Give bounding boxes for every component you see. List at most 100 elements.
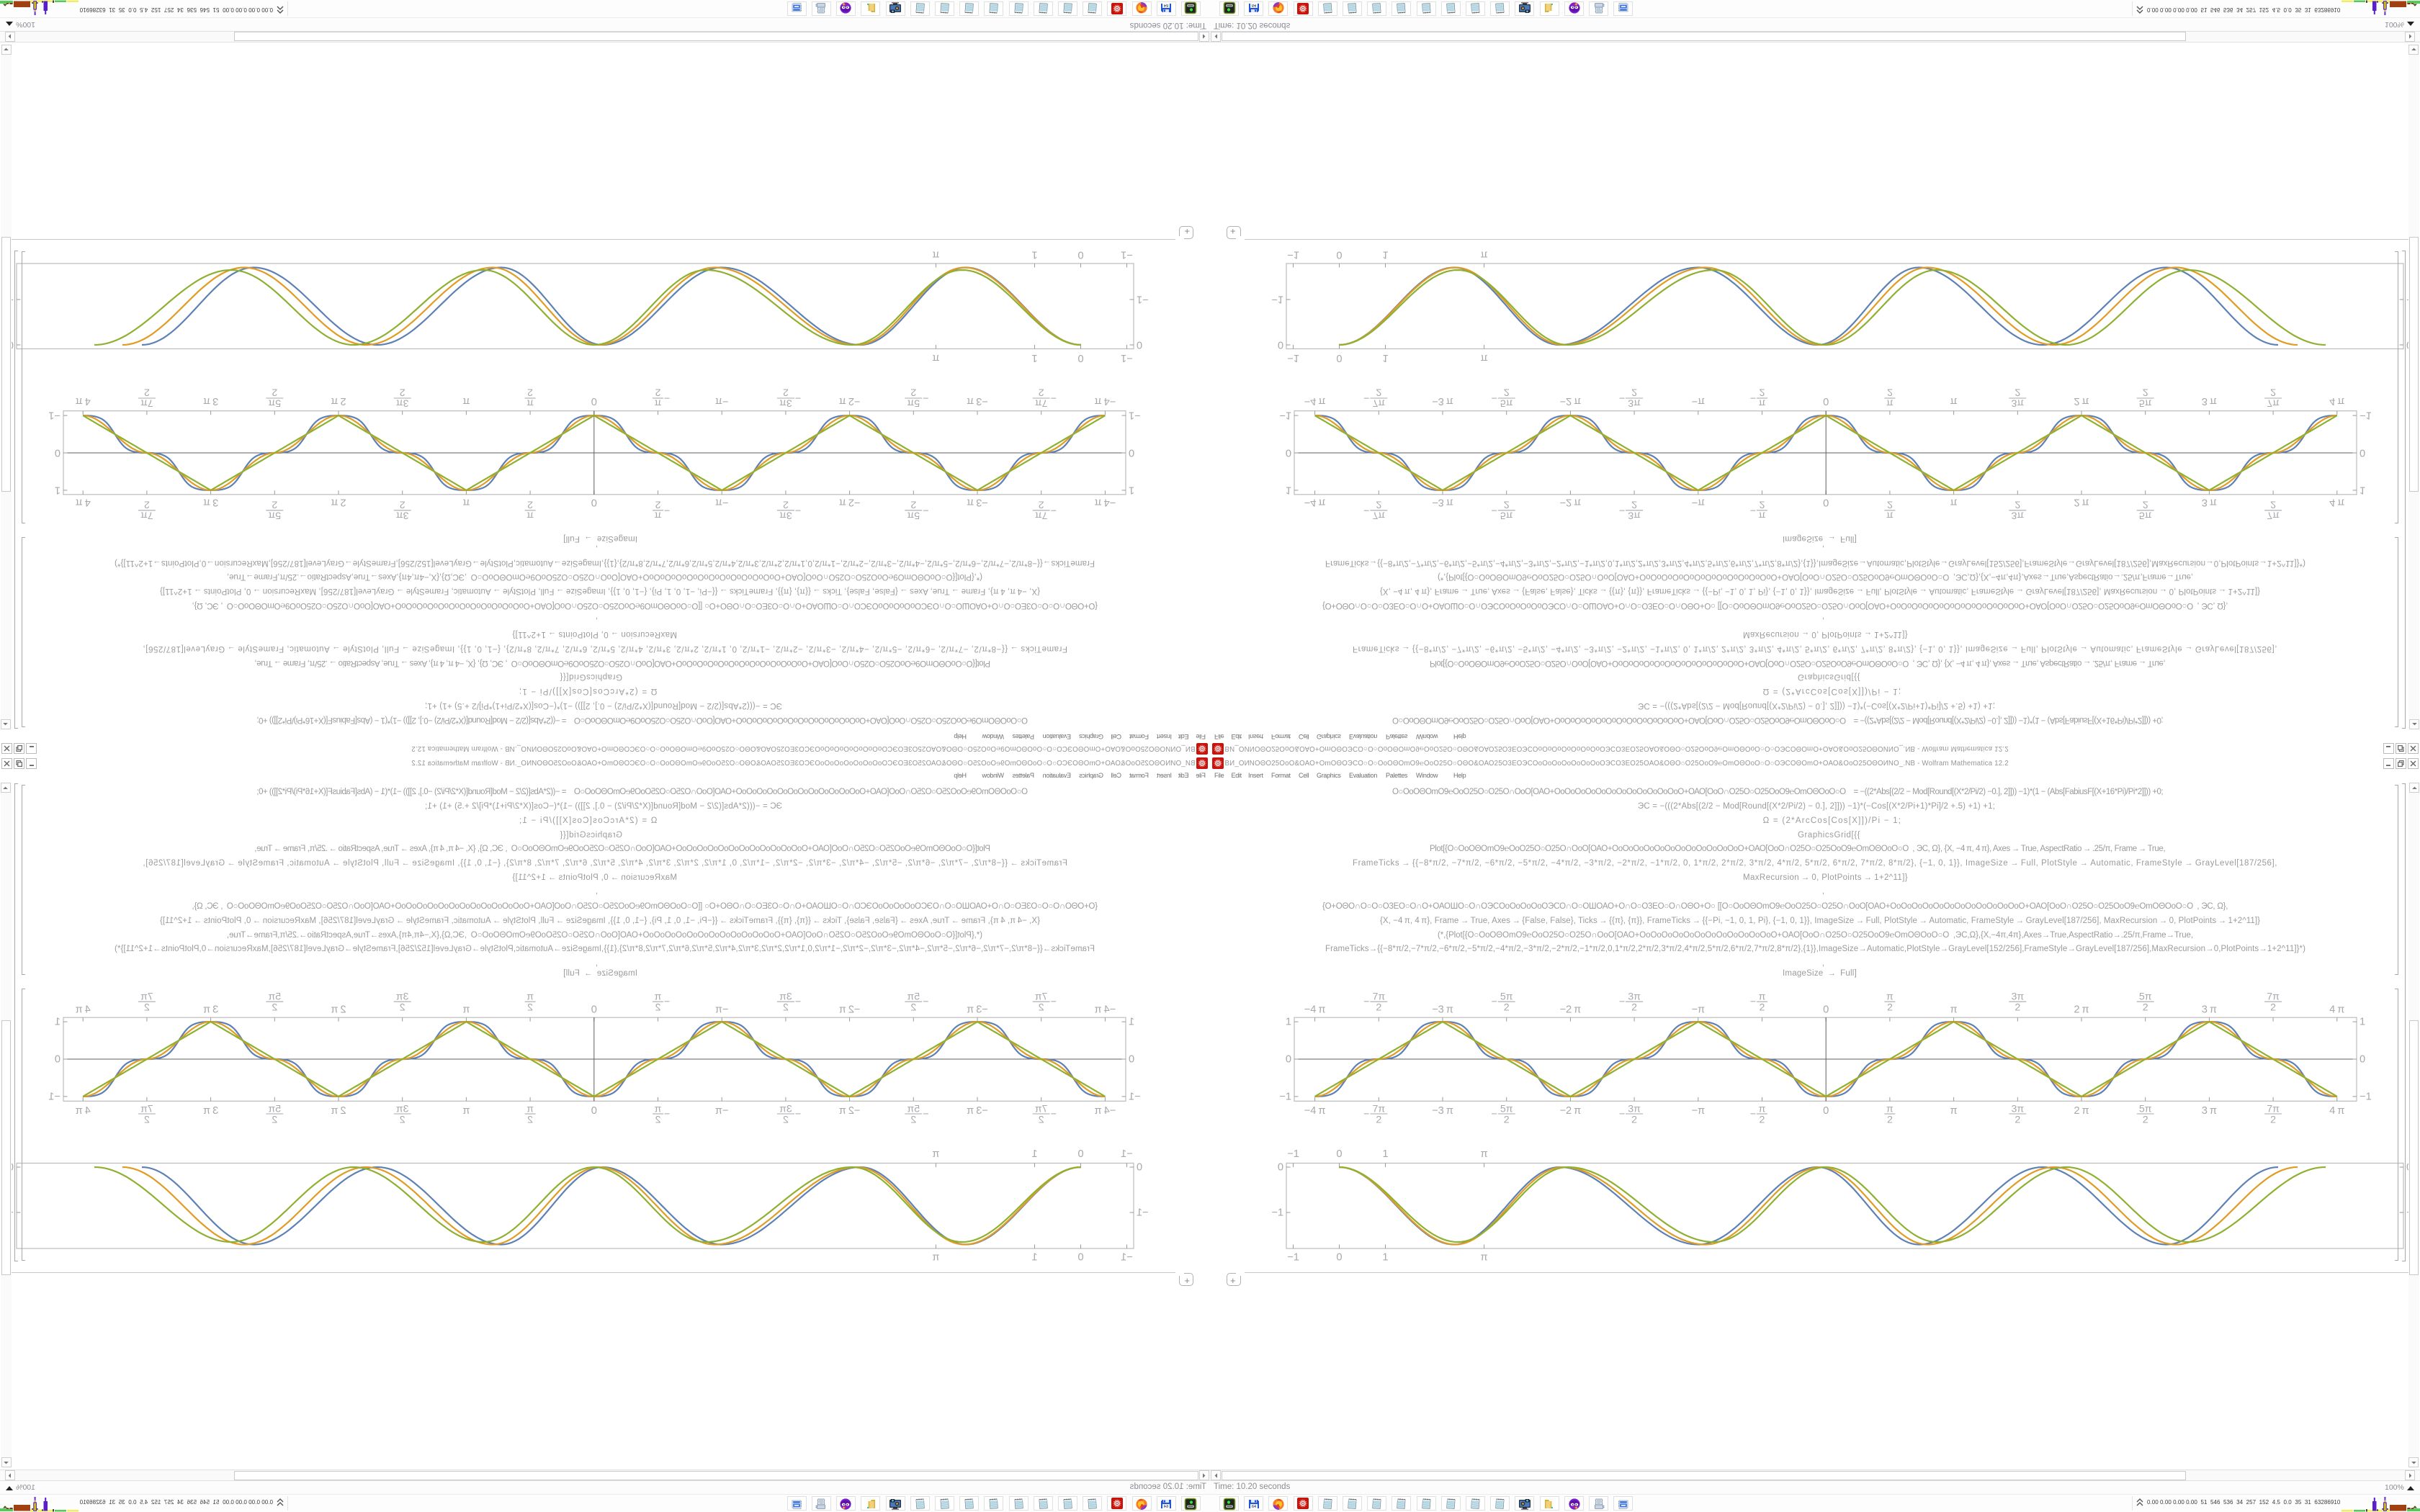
svg-text:2: 2 [2015, 1002, 2020, 1014]
svg-text:3π: 3π [2011, 991, 2024, 1003]
svg-text:0: 0 [1137, 339, 1142, 351]
svg-text:0: 0 [591, 496, 597, 508]
svg-text:2: 2 [2270, 498, 2276, 510]
svg-text:2: 2 [527, 1115, 533, 1126]
svg-text:2: 2 [655, 1115, 660, 1126]
svg-text:64: 64 [1252, 1505, 1256, 1509]
svg-text:−: − [1750, 1109, 1756, 1120]
svg-text:2: 2 [272, 1115, 277, 1126]
svg-text:−: − [1750, 504, 1756, 516]
svg-text:2: 2 [783, 498, 789, 510]
svg-text:3π: 3π [396, 509, 409, 521]
svg-text:1: 1 [1129, 1017, 1134, 1028]
svg-text:−: − [1051, 392, 1057, 404]
svg-text:−2 π: −2 π [1559, 1105, 1581, 1117]
svg-text:2: 2 [2270, 1115, 2276, 1126]
svg-text:4 π: 4 π [76, 1105, 91, 1117]
svg-text:0: 0 [1077, 352, 1083, 364]
svg-text:3 π: 3 π [203, 496, 218, 508]
svg-text:π: π [462, 1105, 470, 1117]
svg-text:2 π: 2 π [331, 395, 346, 407]
svg-text:−1: −1 [48, 410, 60, 421]
svg-text:−1: −1 [1271, 294, 1283, 305]
svg-text:2: 2 [655, 1002, 660, 1014]
svg-text:2: 2 [2270, 1002, 2276, 1014]
svg-text:3 π: 3 π [2202, 1004, 2217, 1016]
svg-text:−2 π: −2 π [839, 496, 861, 508]
svg-text:2: 2 [1887, 1115, 1893, 1126]
svg-text:π: π [1886, 509, 1894, 521]
svg-text:−3 π: −3 π [967, 395, 988, 407]
svg-text:0: 0 [1336, 352, 1342, 364]
svg-text:2: 2 [2270, 387, 2276, 398]
svg-text:5π: 5π [907, 509, 920, 521]
svg-text:3π: 3π [779, 509, 792, 521]
svg-text:5π: 5π [907, 1104, 920, 1115]
svg-text:2: 2 [272, 498, 277, 510]
svg-text:3π: 3π [396, 1104, 409, 1115]
svg-text:2: 2 [910, 387, 916, 398]
svg-text:3π: 3π [2011, 397, 2024, 409]
svg-text:2: 2 [2143, 1002, 2148, 1014]
svg-text:−: − [664, 392, 670, 404]
svg-text:2: 2 [527, 1002, 533, 1014]
svg-text:0: 0 [1077, 1252, 1083, 1264]
svg-text:1: 1 [1382, 1148, 1388, 1160]
svg-text:0: 0 [1137, 1162, 1142, 1174]
svg-text:2 π: 2 π [331, 1105, 346, 1117]
svg-text:π: π [932, 1148, 939, 1160]
svg-text:7π: 7π [1035, 397, 1048, 409]
svg-text:1: 1 [1031, 249, 1037, 261]
svg-text:4 π: 4 π [76, 395, 91, 407]
svg-text:2: 2 [272, 387, 277, 398]
svg-text:1: 1 [1382, 249, 1388, 261]
svg-text:2: 2 [1631, 1002, 1637, 1014]
svg-text:−: − [1492, 1109, 1497, 1120]
svg-text:π: π [1481, 1148, 1488, 1160]
svg-text:−: − [664, 996, 670, 1008]
svg-text:3π: 3π [2011, 509, 2024, 521]
svg-text:−2 π: −2 π [1559, 1004, 1581, 1016]
svg-text:1: 1 [1129, 484, 1134, 495]
svg-text:1: 1 [1031, 352, 1037, 364]
svg-text:2: 2 [1631, 1115, 1637, 1126]
svg-text:−1: −1 [2360, 410, 2372, 421]
svg-text:2: 2 [144, 387, 150, 398]
svg-text:0: 0 [1129, 447, 1134, 459]
svg-text:2 π: 2 π [2074, 496, 2089, 508]
svg-text:2: 2 [783, 1002, 789, 1014]
svg-text:5π: 5π [907, 991, 920, 1003]
svg-text:π: π [1886, 397, 1894, 409]
svg-text:3π: 3π [396, 991, 409, 1003]
svg-text:−1: −1 [1287, 1148, 1299, 1160]
svg-text:1: 1 [55, 484, 60, 495]
svg-text:−π: −π [1691, 1105, 1705, 1117]
svg-text:−4 π: −4 π [1094, 1105, 1116, 1117]
svg-text:π: π [1481, 1252, 1488, 1264]
svg-text:1: 1 [1031, 1252, 1037, 1264]
svg-text:−: − [1619, 996, 1625, 1008]
svg-text:2: 2 [655, 498, 660, 510]
svg-text:−2 π: −2 π [1559, 395, 1581, 407]
svg-text:−: − [923, 996, 928, 1008]
svg-text:3π: 3π [779, 397, 792, 409]
svg-text:−: − [923, 392, 928, 404]
svg-text:−1: −1 [1121, 1148, 1133, 1160]
svg-text:2: 2 [1376, 1002, 1381, 1014]
svg-text:−1: −1 [1271, 1207, 1283, 1219]
svg-text:2: 2 [655, 387, 660, 398]
svg-text:5π: 5π [2139, 991, 2152, 1003]
svg-text:−1: −1 [1129, 1091, 1141, 1102]
svg-text:0: 0 [591, 395, 597, 407]
svg-text:2: 2 [400, 387, 405, 398]
svg-text:2: 2 [1376, 1115, 1381, 1126]
svg-text:−1: −1 [1129, 410, 1141, 421]
svg-text:2: 2 [2143, 387, 2148, 398]
svg-text:2: 2 [2015, 387, 2020, 398]
svg-text:5π: 5π [1500, 991, 1513, 1003]
svg-text:−3 π: −3 π [967, 1004, 988, 1016]
svg-text:−: − [1619, 392, 1625, 404]
svg-text:2: 2 [1760, 1115, 1765, 1126]
svg-text:3π: 3π [1628, 991, 1641, 1003]
svg-text:2: 2 [527, 387, 533, 398]
